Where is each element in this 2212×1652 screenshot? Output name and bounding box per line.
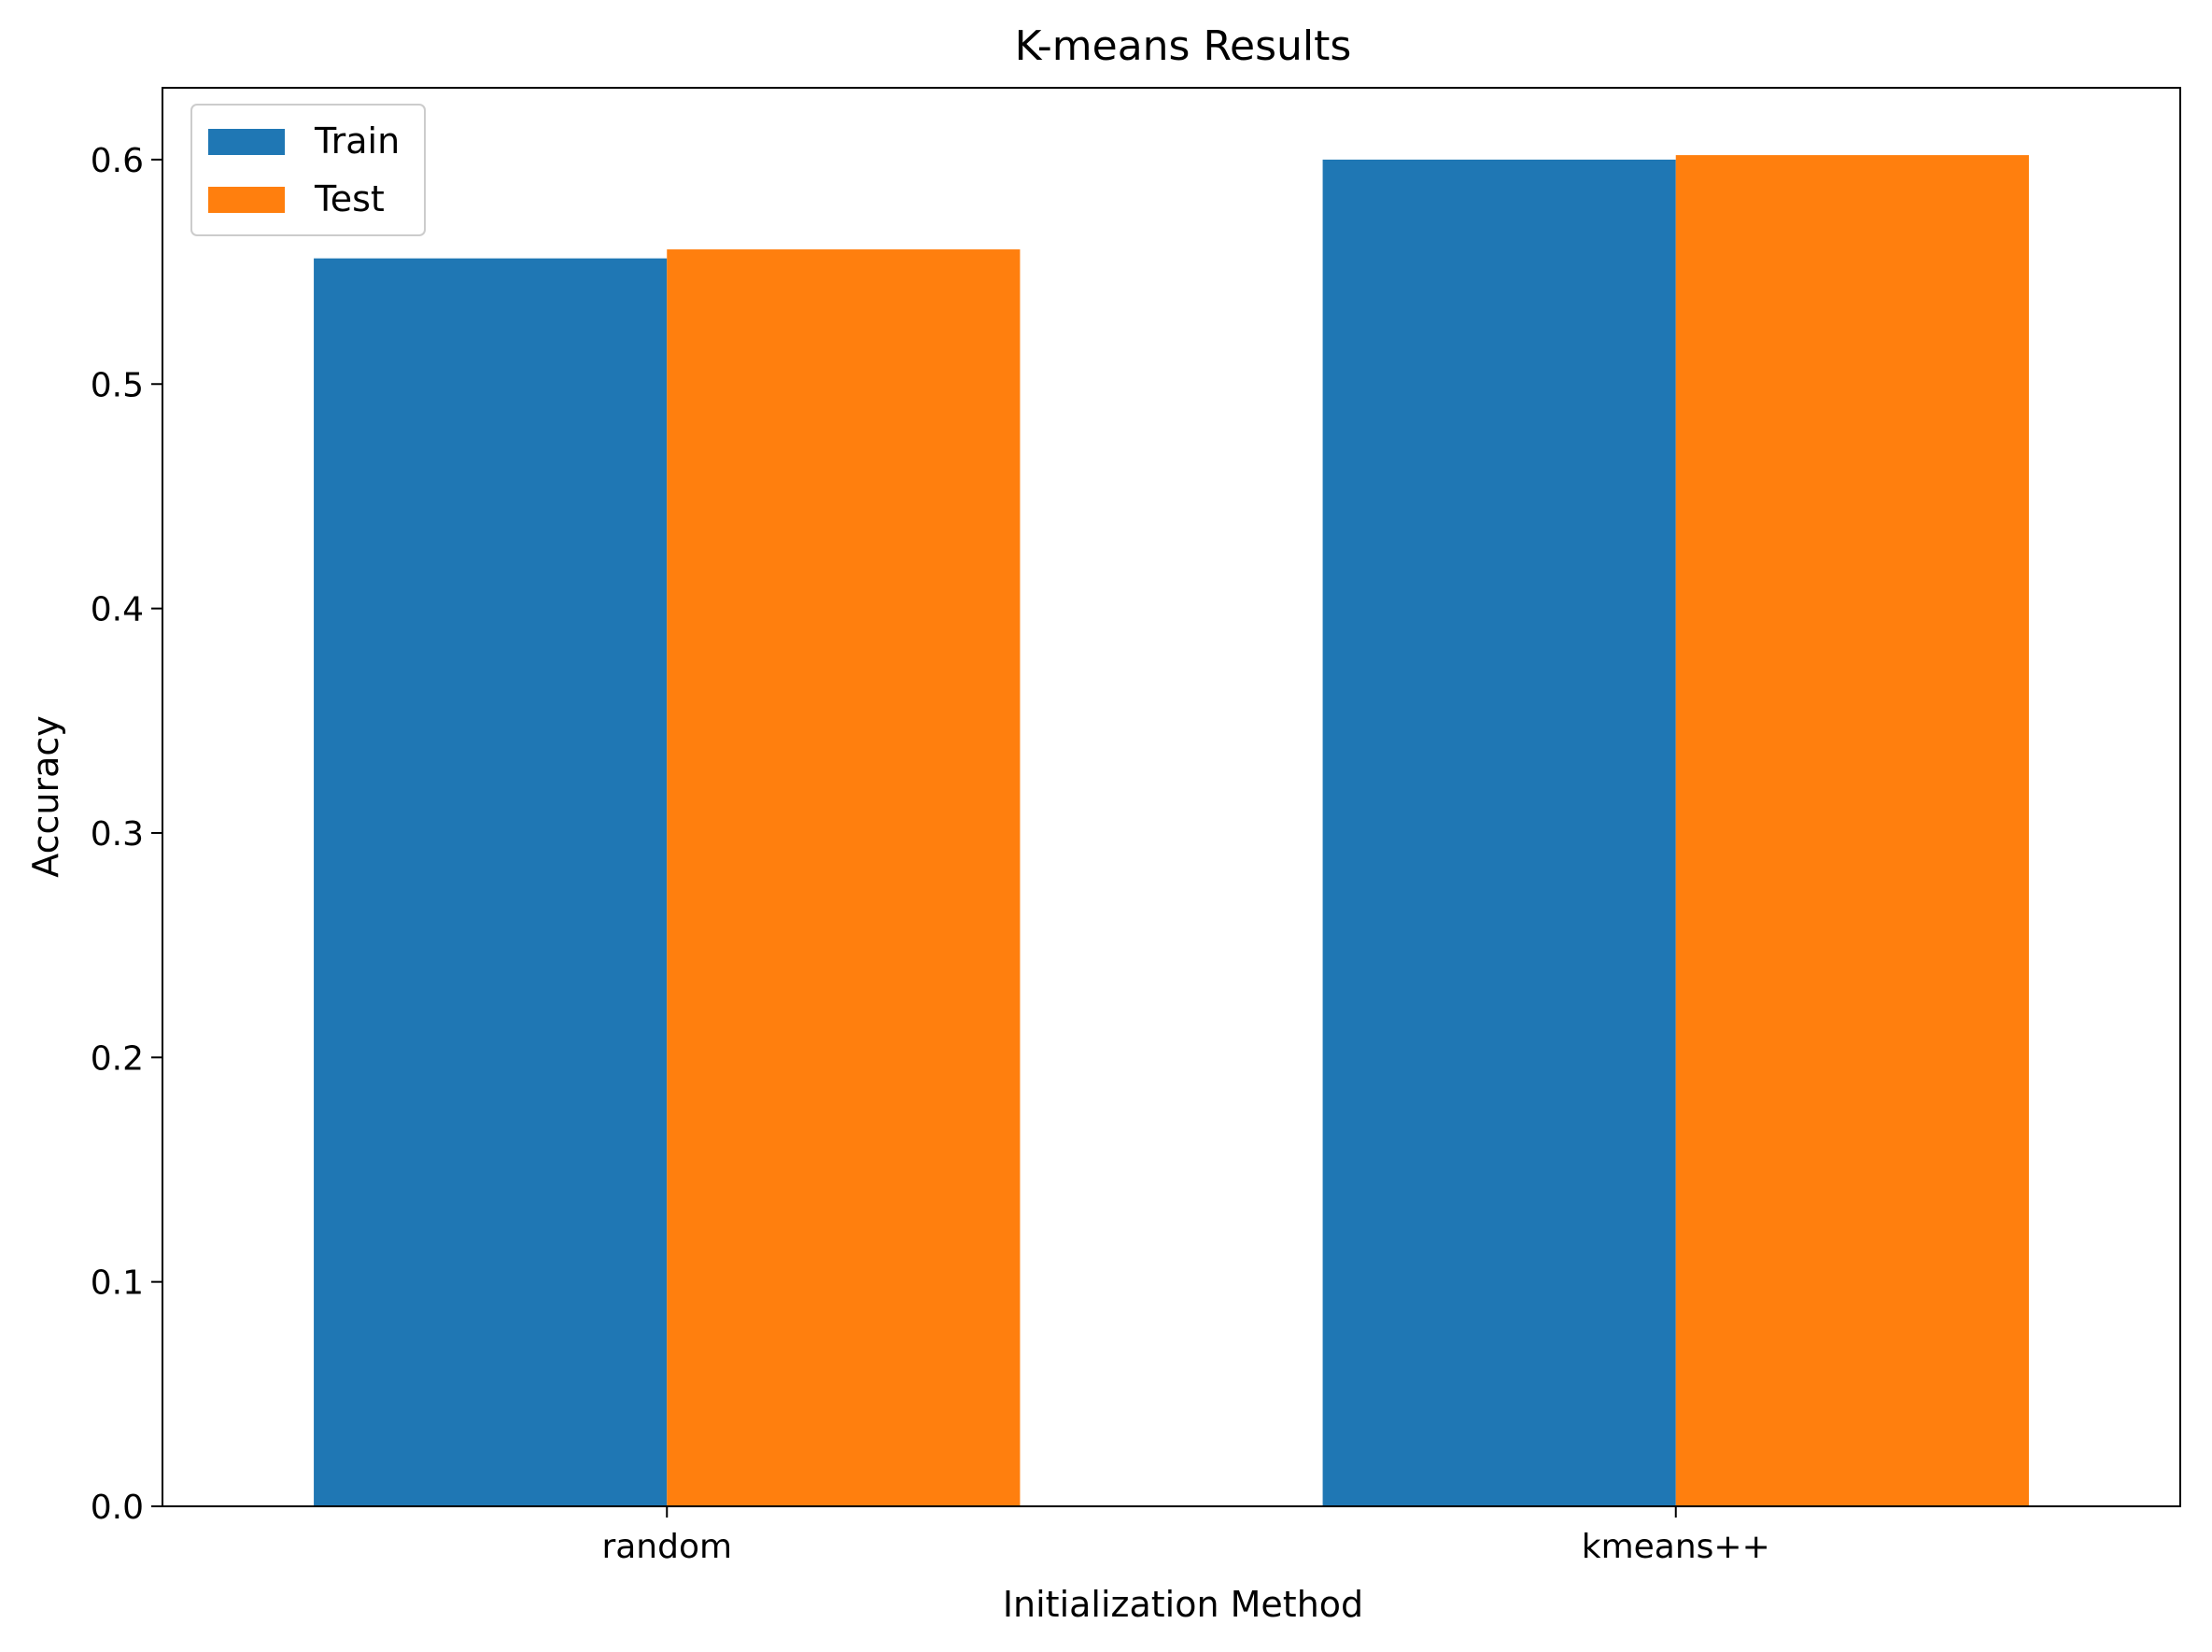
bars-group (314, 155, 2029, 1507)
bar-test-random (667, 249, 1021, 1506)
y-axis-ticks: 0.0 0.1 0.2 0.3 0.4 0.5 0.6 (91, 142, 162, 1527)
y-tick-label: 0.3 (91, 815, 144, 854)
y-tick-label: 0.0 (91, 1489, 144, 1527)
bar-train-kmeans (1322, 159, 1676, 1507)
y-axis-title: Accuracy (25, 715, 66, 878)
legend-label-train: Train (314, 120, 400, 162)
plot-frame (162, 87, 2181, 1507)
legend-swatch-train (208, 129, 285, 155)
bar-train-random (314, 258, 668, 1506)
legend-label-test: Test (314, 178, 385, 219)
x-axis-ticks: random kmeans++ (601, 1506, 1770, 1566)
chart-title: K-means Results (1015, 22, 1352, 70)
y-tick-label: 0.5 (91, 366, 144, 404)
y-tick-label: 0.6 (91, 142, 144, 180)
bar-test-kmeans (1675, 155, 2029, 1506)
y-tick-label: 0.4 (91, 591, 144, 629)
legend: Train Test (190, 104, 426, 236)
y-tick-label: 0.2 (91, 1039, 144, 1078)
x-tick-label-kmeans: kmeans++ (1582, 1528, 1770, 1566)
x-tick-label-random: random (601, 1528, 732, 1566)
legend-swatch-test (208, 187, 285, 213)
y-tick-label: 0.1 (91, 1264, 144, 1303)
x-axis-title: Initialization Method (1003, 1584, 1363, 1625)
